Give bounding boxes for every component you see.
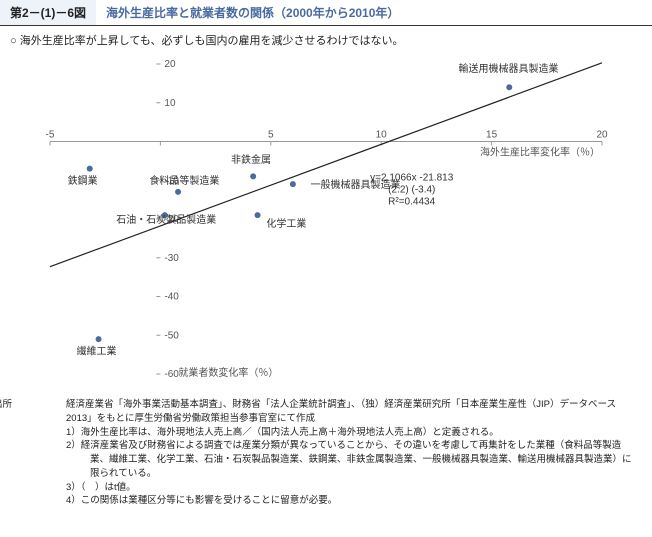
svg-text:-40: -40: [164, 292, 179, 303]
svg-text:5: 5: [268, 130, 274, 141]
svg-text:R²=0.4434: R²=0.4434: [388, 196, 435, 207]
figure-subtitle: 海外生産比率が上昇しても、必ずしも国内の雇用を減少させるわけではない。: [0, 26, 652, 54]
svg-text:10: 10: [164, 98, 176, 109]
title-bar: 第2－(1)－6図 海外生産比率と就業者数の関係（2000年から2010年）: [0, 0, 652, 26]
svg-text:非鉄金属: 非鉄金属: [231, 153, 271, 166]
figure-title: 海外生産比率と就業者数の関係（2000年から2010年）: [96, 0, 409, 25]
svg-text:海外生産比率変化率（％）: 海外生産比率変化率（％）: [480, 146, 600, 159]
svg-text:石油・石炭製品製造業: 石油・石炭製品製造業: [116, 213, 216, 226]
source-label: 資料出所: [20, 398, 66, 412]
svg-text:就業者数変化率（％）: 就業者数変化率（％）: [178, 366, 278, 379]
figure-number: 第2－(1)－6図: [0, 0, 96, 25]
note-4: 4）この関係は業種区分等にも影響を受けることに留意が必要。: [66, 495, 337, 506]
note-3: 3）（ ）はt値。: [66, 482, 136, 493]
svg-text:繊維工業: 繊維工業: [76, 345, 116, 358]
svg-text:20: 20: [164, 59, 176, 70]
scatter-chart: -551015202010-10-20-30-40-50-60海外生産比率変化率…: [20, 54, 632, 394]
note-label: （注）: [20, 426, 66, 440]
svg-text:-5: -5: [46, 130, 55, 141]
svg-text:食料品等製造業: 食料品等製造業: [149, 174, 219, 187]
footer-notes: 資料出所経済産業省「海外事業活動基本調査」、財務省「法人企業統計調査」、（独）経…: [0, 394, 652, 518]
source-text: 経済産業省「海外事業活動基本調査」、財務省「法人企業統計調査」、（独）経済産業研…: [66, 399, 616, 424]
svg-text:20: 20: [596, 130, 608, 141]
svg-text:-50: -50: [164, 330, 179, 341]
figure-container: 第2－(1)－6図 海外生産比率と就業者数の関係（2000年から2010年） 海…: [0, 0, 652, 537]
svg-text:-60: -60: [164, 369, 179, 380]
svg-text:y=2.1066x -21.813: y=2.1066x -21.813: [370, 172, 454, 183]
note-2: 2）経済産業省及び財務省による調査では産業分類が異なっていることから、その違いを…: [66, 440, 632, 479]
chart-svg: -551015202010-10-20-30-40-50-60海外生産比率変化率…: [20, 54, 632, 394]
svg-text:鉄鋼業: 鉄鋼業: [68, 174, 98, 187]
svg-text:10: 10: [376, 130, 388, 141]
note-1: 1）海外生産比率は、海外現地法人売上高／（国内法人売上高＋海外現地法人売上高）と…: [66, 427, 499, 438]
svg-text:(2.2) (-3.4): (2.2) (-3.4): [388, 184, 435, 195]
svg-text:輸送用機械器具製造業: 輸送用機械器具製造業: [458, 62, 558, 75]
svg-text:化学工業: 化学工業: [266, 217, 306, 230]
svg-text:-30: -30: [164, 253, 179, 264]
svg-text:15: 15: [486, 130, 498, 141]
